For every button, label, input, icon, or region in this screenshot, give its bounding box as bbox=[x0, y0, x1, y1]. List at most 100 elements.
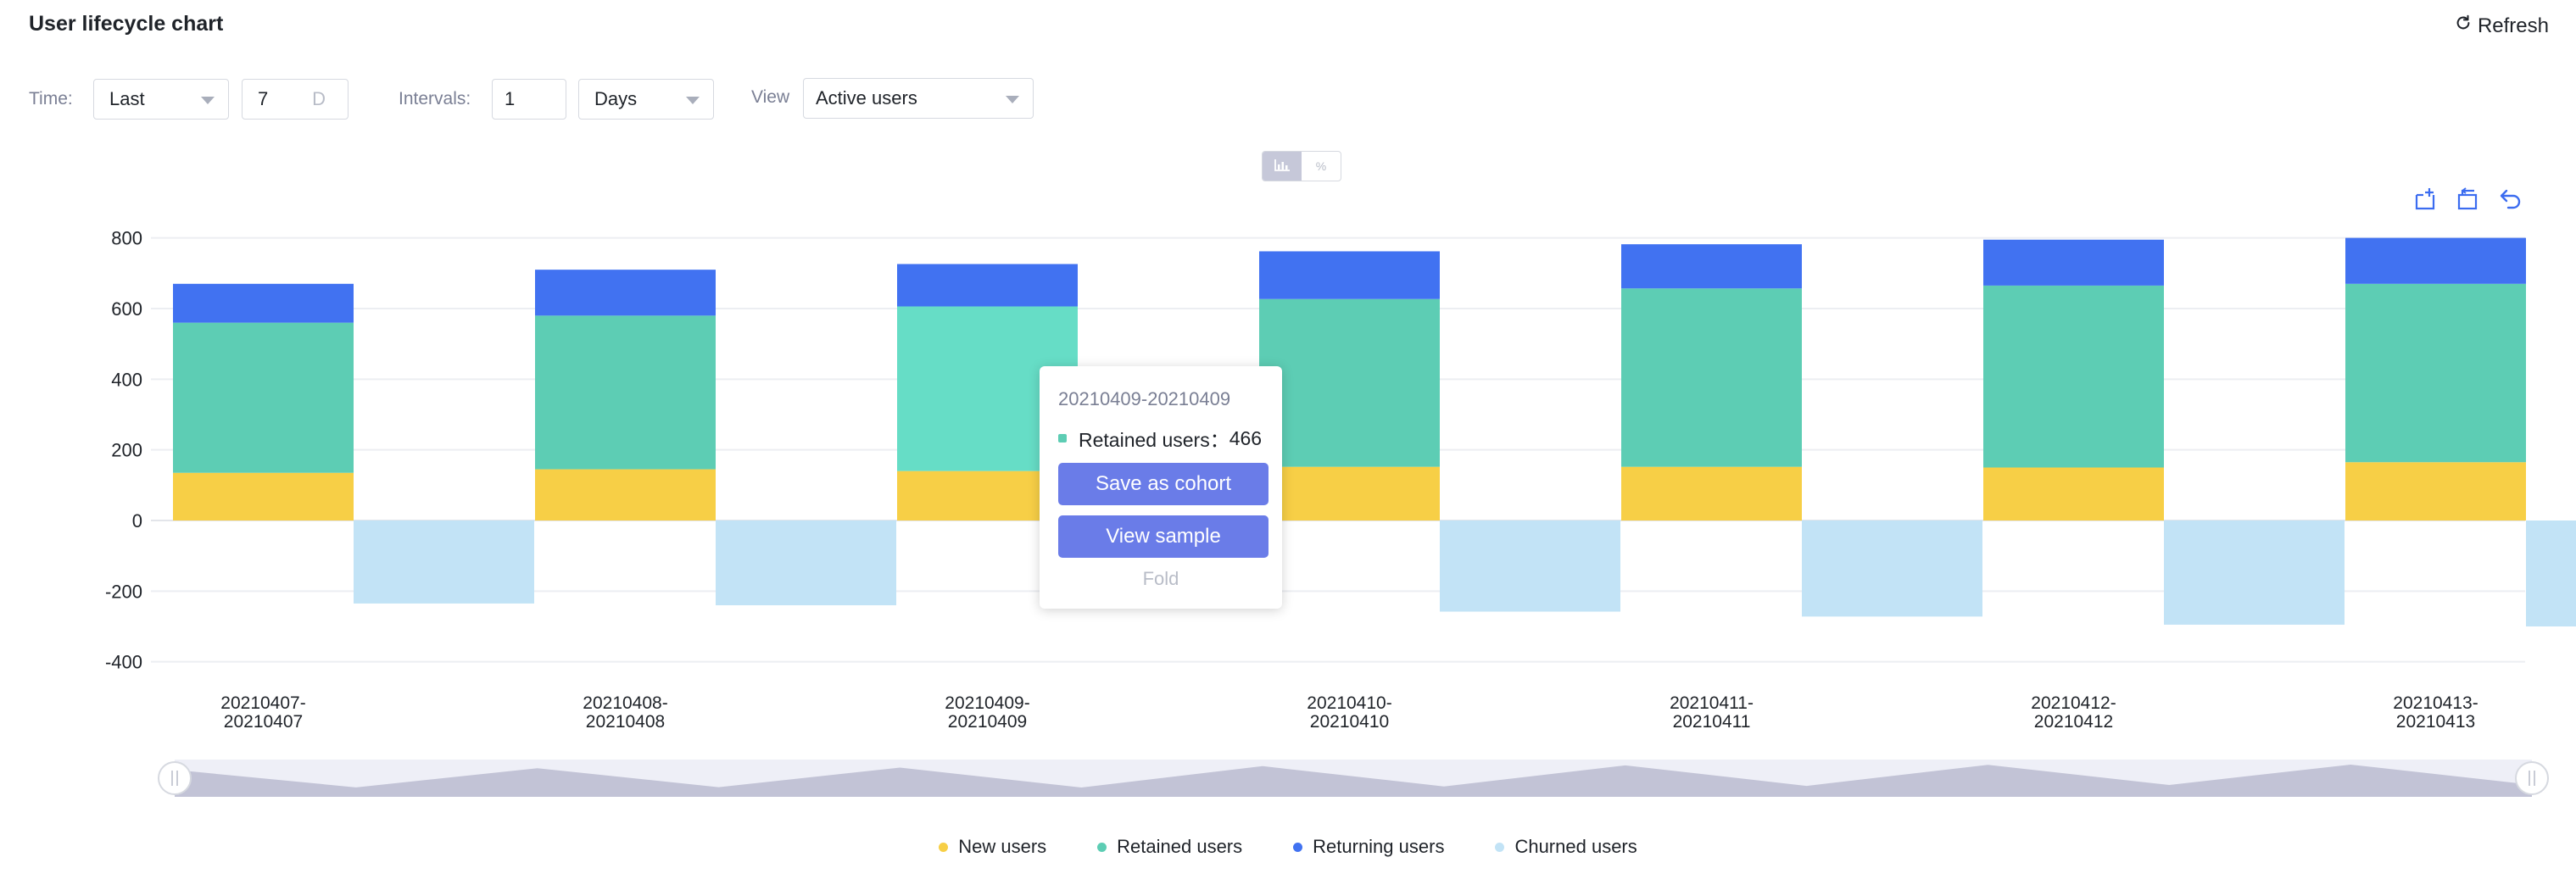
view-select[interactable]: Active users bbox=[803, 78, 1034, 119]
x-tick-label: 20210409- bbox=[945, 693, 1029, 713]
x-tick-label: 20210407 bbox=[224, 712, 303, 732]
view-value: Active users bbox=[816, 87, 917, 109]
percent-mode-button[interactable]: % bbox=[1315, 159, 1327, 173]
legend-dot bbox=[1097, 842, 1107, 852]
undo-tool[interactable] bbox=[2495, 185, 2524, 214]
undo-icon bbox=[2495, 189, 2524, 217]
x-tick-label: 20210411- bbox=[1670, 693, 1754, 713]
y-tick-label: 0 bbox=[132, 510, 142, 532]
bar-retained-users bbox=[1259, 298, 1440, 467]
zoom-reset-icon bbox=[2453, 187, 2482, 217]
bar-chart-icon bbox=[1274, 159, 1291, 175]
zoom-slider-right-handle[interactable] bbox=[2515, 761, 2549, 795]
y-tick-label: 200 bbox=[111, 440, 142, 461]
tooltip-metric-value: 466 bbox=[1229, 426, 1263, 449]
y-tick-label: -200 bbox=[105, 581, 142, 602]
y-tick-label: 800 bbox=[111, 228, 142, 249]
bar-new-users bbox=[1621, 466, 1802, 520]
bar-returning-users bbox=[535, 270, 716, 316]
zoom-slider-area bbox=[175, 765, 2532, 797]
interval-unit-select[interactable]: Days bbox=[578, 79, 714, 120]
zoom-select-tool[interactable] bbox=[2411, 185, 2439, 214]
time-mode-value: Last bbox=[109, 88, 145, 109]
refresh-icon bbox=[2454, 14, 2473, 38]
x-tick-label: 20210407- bbox=[220, 693, 305, 713]
bar-new-users bbox=[1259, 466, 1440, 520]
x-tick-label: 20210410- bbox=[1307, 693, 1391, 713]
chevron-down-icon bbox=[1006, 96, 1019, 103]
bar-churned-users bbox=[1440, 520, 1620, 612]
time-value-input[interactable]: 7 D bbox=[242, 79, 348, 120]
bar-retained-users bbox=[2345, 283, 2526, 463]
chart-mode-toggle[interactable]: % bbox=[1262, 151, 1341, 181]
x-tick-label: 20210412- bbox=[2031, 693, 2116, 713]
x-tick-label: 20210413 bbox=[2396, 712, 2475, 732]
lifecycle-bar-chart: 800 600 400 200 0 -200 -400 20210407-20210407 20… bbox=[105, 228, 2576, 797]
legend-item-churned-users[interactable]: Churned users bbox=[1495, 836, 1637, 858]
bar-churned-users bbox=[2164, 520, 2345, 625]
legend-dot bbox=[939, 842, 949, 852]
zoom-in-area-icon bbox=[2411, 188, 2439, 217]
time-mode-select[interactable]: Last bbox=[93, 79, 229, 120]
bar-new-users bbox=[535, 469, 716, 520]
chevron-down-icon bbox=[201, 97, 215, 104]
interval-value: 1 bbox=[505, 88, 516, 109]
tooltip-date-range: 20210409-20210409 bbox=[1058, 388, 1231, 409]
legend-dot bbox=[1495, 842, 1505, 852]
legend-item-new-users[interactable]: New users bbox=[939, 836, 1046, 858]
bar-returning-users bbox=[1259, 251, 1440, 299]
time-label: Time: bbox=[29, 89, 73, 109]
legend-dot bbox=[1293, 842, 1303, 852]
x-tick-label: 20210408- bbox=[583, 693, 667, 713]
legend-label: Returning users bbox=[1313, 836, 1445, 857]
retained-color-dot bbox=[1058, 434, 1067, 442]
tooltip-metric-label: Retained users： bbox=[1079, 429, 1229, 451]
y-tick-label: 600 bbox=[111, 298, 142, 320]
x-tick-label: 20210411 bbox=[1673, 712, 1751, 732]
legend-item-returning-users[interactable]: Returning users bbox=[1293, 836, 1444, 858]
bar-new-users bbox=[1983, 467, 2164, 520]
x-tick-label: 20210413- bbox=[2393, 693, 2478, 713]
bar-churned-users bbox=[2526, 520, 2576, 627]
legend-label: Retained users bbox=[1117, 836, 1243, 857]
bar-returning-users bbox=[1621, 244, 1802, 289]
bar-returning-users bbox=[173, 283, 354, 323]
view-label: View bbox=[751, 87, 790, 107]
save-as-cohort-button[interactable]: Save as cohort bbox=[1058, 463, 1268, 505]
bar-retained-users bbox=[1621, 288, 1802, 467]
y-tick-label: 400 bbox=[111, 369, 142, 390]
refresh-label: Refresh bbox=[2477, 14, 2549, 37]
interval-input[interactable]: 1 bbox=[492, 79, 566, 120]
tooltip-metric-row: Retained users： 466 bbox=[1058, 424, 1262, 453]
interval-unit-value: Days bbox=[594, 88, 638, 109]
zoom-slider-left-handle[interactable] bbox=[158, 761, 192, 795]
bar-new-users bbox=[173, 472, 354, 520]
chevron-down-icon bbox=[686, 97, 700, 104]
x-tick-label: 20210410 bbox=[1310, 712, 1389, 732]
x-tick-label: 20210412 bbox=[2034, 712, 2113, 732]
bar-returning-users bbox=[1983, 239, 2164, 286]
bar-retained-users bbox=[535, 315, 716, 470]
fold-button[interactable]: Fold bbox=[1142, 568, 1179, 589]
x-tick-label: 20210408 bbox=[586, 712, 665, 732]
zoom-reset-tool[interactable] bbox=[2453, 185, 2482, 214]
bar-churned-users bbox=[1802, 520, 1982, 617]
bar-new-users bbox=[2345, 462, 2526, 520]
legend-label: Churned users bbox=[1514, 836, 1637, 857]
bar-returning-users bbox=[897, 264, 1078, 307]
time-value: 7 bbox=[258, 88, 269, 109]
bar-returning-users bbox=[2345, 237, 2526, 284]
view-sample-button[interactable]: View sample bbox=[1058, 515, 1268, 558]
bar-churned-users bbox=[354, 520, 534, 604]
bar-retained-users bbox=[173, 322, 354, 473]
legend-item-retained-users[interactable]: Retained users bbox=[1097, 836, 1242, 858]
y-tick-label: -400 bbox=[105, 652, 142, 673]
legend-label: New users bbox=[958, 836, 1047, 857]
x-tick-label: 20210409 bbox=[948, 712, 1027, 732]
refresh-button[interactable]: Refresh bbox=[2454, 14, 2549, 38]
bar-retained-users bbox=[1983, 285, 2164, 468]
bar-chart-mode-button[interactable] bbox=[1263, 152, 1302, 181]
intervals-label: Intervals: bbox=[399, 89, 471, 109]
time-unit: D bbox=[312, 88, 326, 109]
bar-churned-users bbox=[716, 520, 896, 606]
